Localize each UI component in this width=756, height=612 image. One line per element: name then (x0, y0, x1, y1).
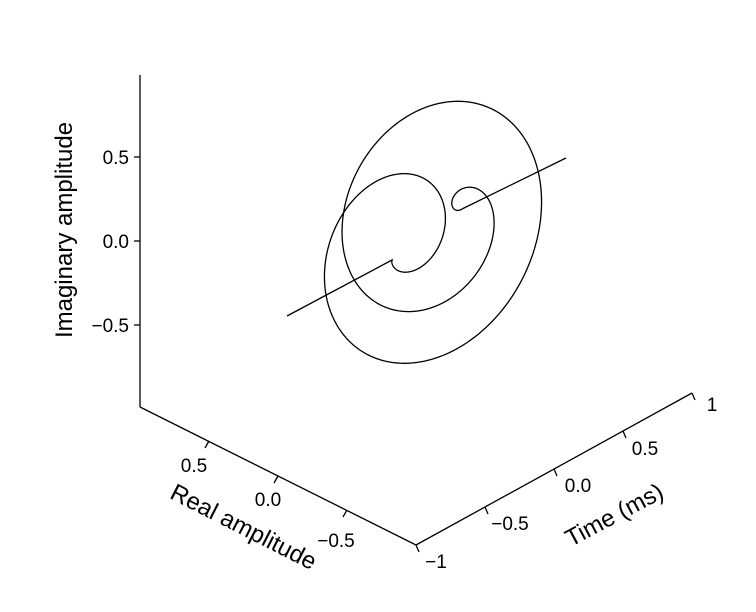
z-axis-title: Imaginary amplitude (51, 122, 78, 338)
z-axis: 0.5 0.0 −0.5 Imaginary amplitude (51, 122, 140, 338)
y-tick-0 (415, 544, 420, 553)
y-tick-label-1: 1 (707, 395, 718, 416)
y-tick-label-0.0: 0.0 (565, 476, 591, 497)
series-spiral (323, 100, 543, 364)
y-tick-4 (691, 392, 696, 401)
y-tick-label-0.5: 0.5 (632, 439, 658, 460)
series-lead-line (286, 259, 393, 317)
series-tail-line (461, 157, 567, 210)
x-tick-label-0.0: 0.0 (255, 490, 281, 511)
z-tick-label-0.0: 0.0 (103, 232, 129, 253)
y-tick-1 (484, 506, 489, 515)
x-axis: 0.5 0.0 −0.5 Real amplitude (166, 440, 355, 576)
y-tick-3 (622, 430, 627, 439)
y-axis: −1 −0.5 0.0 0.5 1 Time (ms) (415, 392, 718, 573)
x-tick-2 (342, 509, 348, 518)
y-tick-2 (553, 468, 558, 477)
data-series (286, 100, 567, 364)
x-tick-1 (273, 475, 279, 484)
x-tick-label-0.5: 0.5 (181, 456, 207, 477)
x-axis-title: Real amplitude (166, 479, 321, 576)
z-tick-label-0.5: 0.5 (103, 148, 129, 169)
x-tick-0 (204, 440, 210, 449)
x-tick-label-neg0.5: −0.5 (317, 531, 355, 552)
axes-frame (139, 75, 693, 546)
y-tick-label-neg0.5: −0.5 (491, 514, 529, 535)
z-tick-label-neg0.5: −0.5 (91, 316, 129, 337)
y-tick-label-neg1: −1 (425, 552, 447, 573)
